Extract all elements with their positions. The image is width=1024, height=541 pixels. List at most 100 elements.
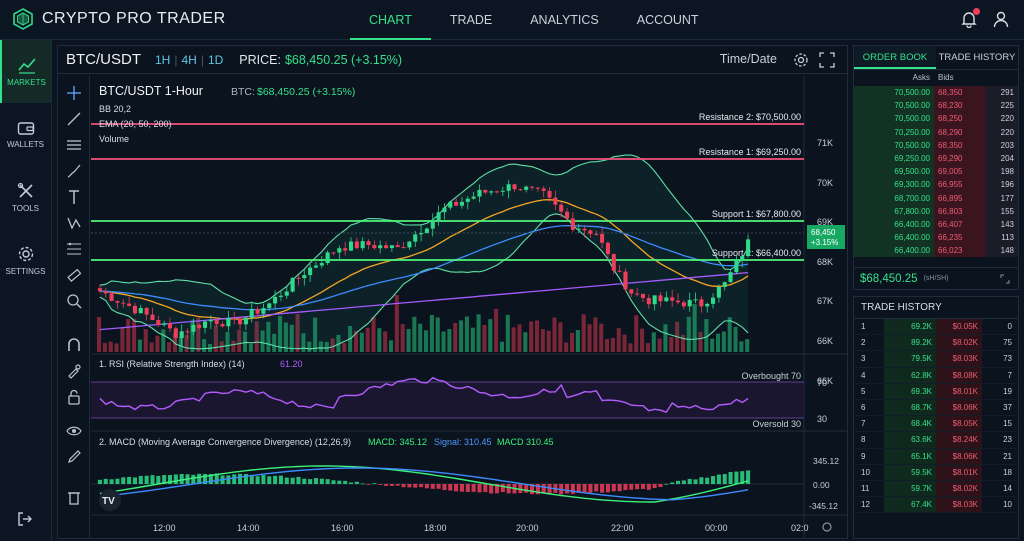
trade-history-row[interactable]: 11 59.7K $8.02K 14	[854, 480, 1018, 498]
macd-hist-bar	[127, 476, 132, 484]
gear-icon[interactable]	[793, 52, 809, 68]
trade-history-row[interactable]: 3 79.5K $8.03K 73	[854, 351, 1018, 368]
text-tool-icon[interactable]	[66, 189, 82, 205]
trade-history-row[interactable]: 5 69.3K $8.01K 19	[854, 383, 1018, 400]
order-book-row[interactable]: 66,400.00 66,407 143	[854, 217, 1018, 232]
trade-history-row[interactable]: 12 67.4K $8.03K 10	[854, 497, 1018, 514]
fib-icon[interactable]	[66, 241, 82, 257]
indicator-ema[interactable]: EMA (20, 50, 200)	[99, 119, 172, 129]
trade-count: 7	[1007, 370, 1012, 380]
ruler-icon[interactable]	[66, 267, 82, 283]
time-date-button[interactable]: Time/Date	[719, 52, 777, 66]
order-book-row[interactable]: 66,400.00 66,023 148	[854, 244, 1018, 258]
candle-body	[430, 219, 435, 229]
candle-body	[459, 201, 464, 206]
order-book-row[interactable]: 69,500.00 69,005 198	[854, 165, 1018, 179]
expand-icon[interactable]	[1000, 274, 1010, 284]
order-book-row[interactable]: 70,250.00 68,290 220	[854, 125, 1018, 139]
macd-hist-bar	[588, 484, 593, 493]
macd-hist-bar	[325, 479, 330, 484]
order-book-row[interactable]: 68,700.00 66,895 177	[854, 191, 1018, 205]
notifications-button[interactable]	[960, 8, 980, 29]
support-resistance-levels: Resistance 2: $70,500.00 Resistance 1: $6…	[91, 112, 804, 261]
trade-history-row[interactable]: 8 63.6K $8.24K 23	[854, 432, 1018, 449]
chart-settings-icon[interactable]	[822, 522, 832, 532]
timeframe-4h[interactable]: 4H	[181, 52, 197, 67]
magnet-icon[interactable]	[66, 337, 82, 353]
macd-hist-bar	[238, 473, 243, 484]
fullscreen-icon[interactable]	[819, 52, 835, 68]
trend-line-icon[interactable]	[66, 111, 82, 127]
sidebar-item-wallets[interactable]: WALLETS	[0, 103, 51, 166]
candle-body	[489, 191, 494, 193]
eye-icon[interactable]	[66, 423, 82, 439]
indicator-bb[interactable]: BB 20,2	[99, 104, 131, 114]
order-book-row[interactable]: 70,500.00 68,230 225	[854, 99, 1018, 113]
price-label: PRICE:	[239, 52, 281, 67]
trade-history-row[interactable]: 1 69.2K $0.05K 0	[854, 319, 1018, 336]
tab-trade-history[interactable]: TRADE HISTORY	[938, 52, 1016, 63]
pair-label[interactable]: BTC/USDT	[66, 51, 141, 68]
sidebar-item-settings[interactable]: SETTINGS	[0, 229, 51, 292]
order-size: 148	[986, 244, 1018, 258]
volume-bar	[388, 340, 394, 352]
volume-bar	[225, 331, 230, 352]
pencil-icon[interactable]	[66, 449, 82, 465]
sidebar-item-markets[interactable]: MARKETS	[0, 40, 51, 103]
macd-hist-bar	[313, 478, 319, 484]
order-book-row[interactable]: 69,300.00 66,955 196	[854, 178, 1018, 192]
trade-history-row[interactable]: 4 62.8K $8.08K 7	[854, 367, 1018, 384]
macd-title[interactable]: 2. MACD (Moving Average Convergence Dive…	[99, 437, 351, 447]
trade-index: 7	[861, 419, 866, 429]
logout-icon[interactable]	[17, 511, 33, 527]
candle-body	[284, 291, 289, 296]
volume-bar	[529, 321, 534, 352]
sidebar-item-label: MARKETS	[7, 78, 46, 87]
order-book-row[interactable]: 69,250.00 69,290 204	[854, 151, 1018, 166]
brand[interactable]: CRYPTO PRO TRADER	[12, 8, 226, 30]
trade-history-row[interactable]: 7 68.4K $8.05K 15	[854, 416, 1018, 433]
order-book-row[interactable]: 67,800.00 66,803 155	[854, 204, 1018, 218]
order-book-row[interactable]: 66,400.00 66,235 113	[854, 231, 1018, 245]
user-icon[interactable]	[992, 10, 1010, 28]
order-book-row[interactable]: 70,500.00 68,250 220	[854, 112, 1018, 126]
pattern-icon[interactable]	[66, 215, 82, 231]
nav-account[interactable]: ACCOUNT	[636, 13, 699, 27]
rsi-band	[91, 382, 804, 418]
candle-body	[740, 255, 745, 260]
volume-bar	[283, 322, 288, 352]
nav-chart[interactable]: CHART	[350, 0, 431, 40]
macd-tick: 345.12	[813, 456, 839, 466]
indicator-volume[interactable]: Volume	[99, 134, 129, 144]
trade-history-row[interactable]: 9 65.1K $8.06K 21	[854, 448, 1018, 465]
tab-order-book[interactable]: ORDER BOOK	[854, 46, 936, 69]
macd-hist-bar	[623, 484, 628, 491]
nav-trade[interactable]: TRADE	[449, 13, 493, 27]
zoom-icon[interactable]	[66, 293, 82, 309]
price-chart[interactable]: Resistance 2: $70,500.00 Resistance 1: $6…	[91, 75, 847, 538]
timeframe-1h[interactable]: 1H	[155, 52, 171, 67]
trade-history-row[interactable]: 10 59.5K $8.01K 18	[854, 464, 1018, 481]
timeframe-1d[interactable]: 1D	[207, 52, 224, 67]
order-book-row[interactable]: 70,500.00 68,350 203	[854, 138, 1018, 152]
trash-icon[interactable]	[66, 489, 82, 505]
trade-history-row[interactable]: 6 68.7K $8.06K 37	[854, 399, 1018, 417]
lock-drawing-icon[interactable]	[66, 363, 82, 379]
trade-history-row[interactable]: 2 89.2K $8.02K 75	[854, 335, 1018, 352]
sidebar-item-tools[interactable]: TOOLS	[0, 166, 51, 229]
candle-body	[331, 252, 336, 254]
ask-price: 67,800.00	[854, 204, 934, 218]
ask-price: 68,700.00	[854, 191, 934, 205]
volume-bar	[324, 341, 329, 352]
candle-body	[512, 184, 517, 190]
horizontal-lines-icon[interactable]	[66, 137, 82, 153]
rsi-title[interactable]: 1. RSI (Relative Strength Index) (14)	[99, 359, 245, 369]
order-book-row[interactable]: 70,500.00 68,350 291	[854, 86, 1018, 100]
nav-analytics[interactable]: ANALYTICS	[530, 13, 599, 27]
macd-pane	[91, 465, 804, 503]
brush-icon[interactable]	[66, 163, 82, 179]
crosshair-icon[interactable]	[66, 85, 82, 101]
trade-value: $8.03K	[936, 351, 982, 367]
lock-icon[interactable]	[66, 389, 82, 405]
trade-amount: 79.5K	[884, 351, 936, 367]
